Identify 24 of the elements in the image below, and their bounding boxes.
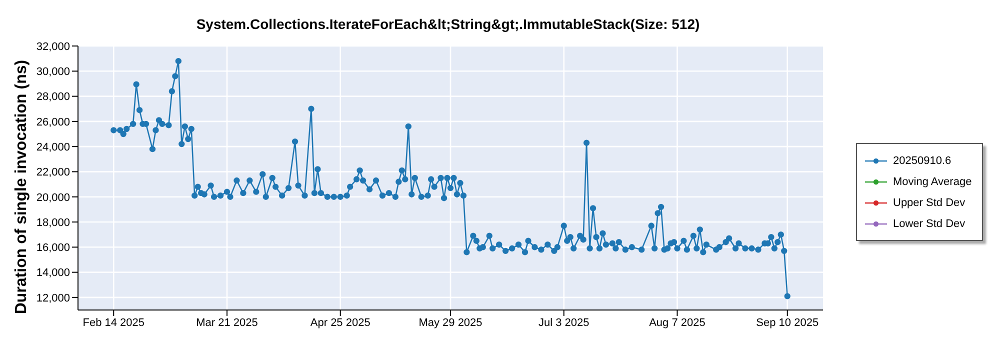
legend-label: Upper Std Dev bbox=[893, 196, 966, 208]
y-tick-label: 30,000 bbox=[36, 66, 70, 78]
y-tick-label: 12,000 bbox=[36, 292, 70, 304]
x-tick-label: Sep 10 2025 bbox=[756, 316, 819, 329]
x-tick-label: Mar 21 2025 bbox=[196, 316, 258, 329]
y-tick-label: 14,000 bbox=[36, 267, 70, 280]
x-tick-label: Jul 3 2025 bbox=[538, 316, 590, 329]
chart-title: System.Collections.IterateForEach&lt;String&gt;.ImmutableStack(Size: 512) bbox=[195, 16, 701, 32]
y-tick-label: 18,000 bbox=[36, 216, 70, 229]
legend-label: 20250910.6 bbox=[893, 154, 952, 166]
x-tick-label: May 29 2025 bbox=[418, 316, 482, 329]
y-tick-label: 16,000 bbox=[36, 242, 70, 254]
x-tick-label: Apr 25 2025 bbox=[310, 316, 370, 329]
y-tick-label: 22,000 bbox=[36, 166, 70, 179]
x-tick-label: Feb 14 2025 bbox=[82, 316, 145, 329]
y-tick-label: 26,000 bbox=[36, 116, 70, 128]
y-tick-label: 24,000 bbox=[36, 141, 70, 154]
y-tick-label: 32,000 bbox=[36, 40, 70, 53]
legend-label: Moving Average bbox=[893, 176, 972, 188]
x-tick-label: Aug 7 2025 bbox=[649, 316, 706, 329]
y-axis-title: Duration of single invocation (ns) bbox=[13, 58, 31, 316]
y-tick-label: 20,000 bbox=[36, 192, 70, 204]
legend-label: Lower Std Dev bbox=[893, 218, 966, 230]
y-tick-label: 28,000 bbox=[36, 91, 70, 104]
